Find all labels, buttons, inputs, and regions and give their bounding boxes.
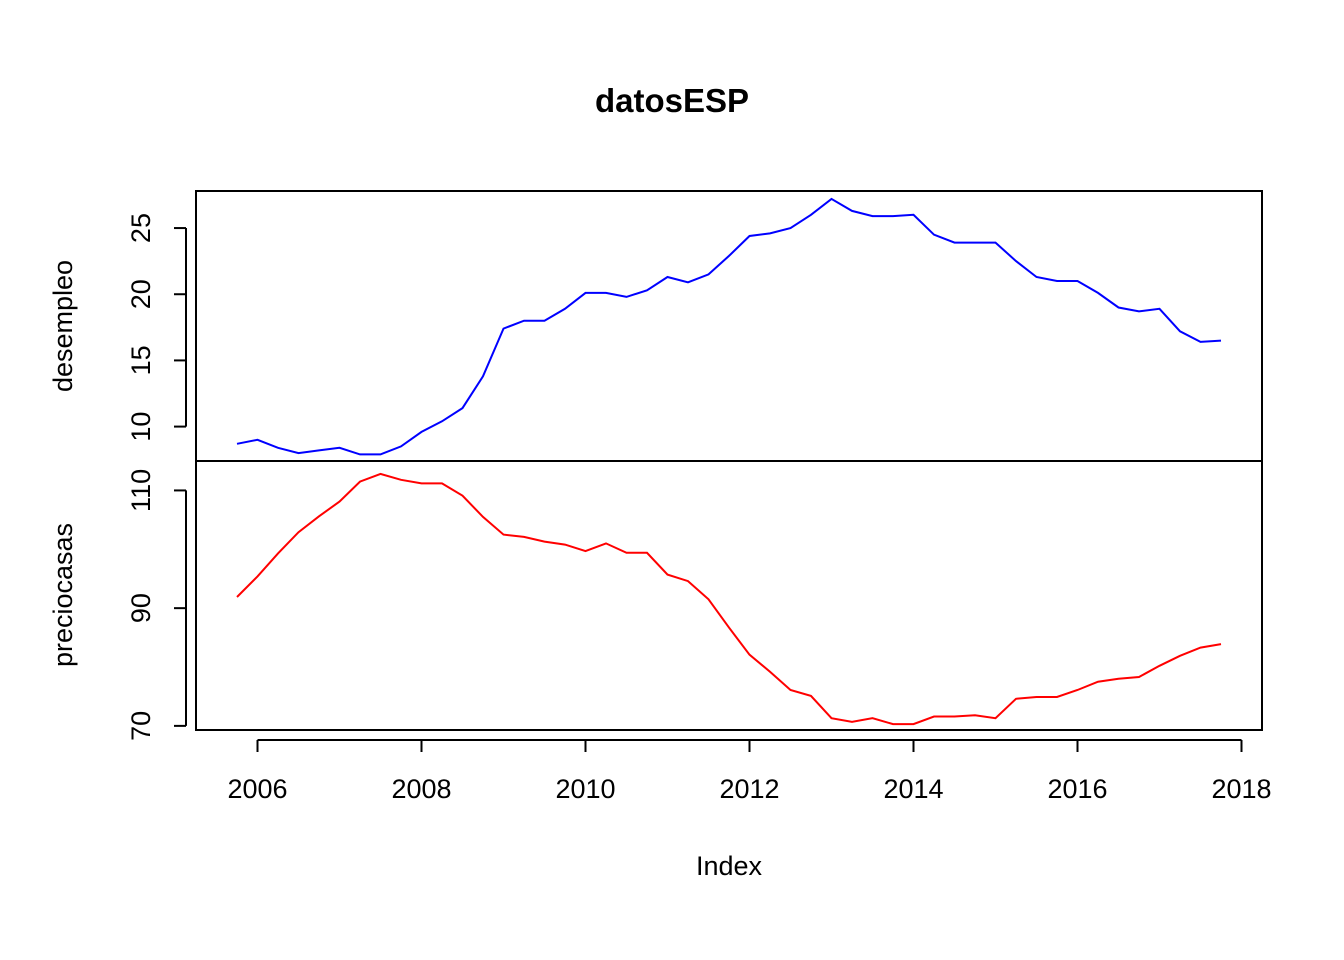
x-tick-label: 2012 xyxy=(719,774,779,804)
y-axis-label-preciocasas: preciocasas xyxy=(48,523,78,667)
panel-desempleo-frame xyxy=(195,190,1263,462)
panel-preciocasas-frame xyxy=(195,460,1263,731)
x-tick-label: 2006 xyxy=(227,774,287,804)
x-axis: 2006 2008 2010 2012 2014 2016 2018 xyxy=(227,739,1272,804)
y-tick-label: 20 xyxy=(126,279,156,309)
chart-title: datosESP xyxy=(595,82,749,119)
y-axis-label-desempleo: desempleo xyxy=(48,260,78,392)
y-axis-preciocasas: 70 90 110 xyxy=(126,469,187,741)
y-tick-label: 10 xyxy=(126,412,156,442)
y-tick-label: 90 xyxy=(126,593,156,623)
y-tick-label: 25 xyxy=(126,213,156,243)
series-line-desempleo xyxy=(236,197,1222,456)
y-tick-label: 70 xyxy=(126,711,156,741)
panel-preciocasas: 70 90 110 preciocasas xyxy=(48,460,1263,741)
x-tick-label: 2016 xyxy=(1047,774,1107,804)
y-tick-label: 15 xyxy=(126,345,156,375)
series-line-preciocasas xyxy=(236,472,1222,726)
x-tick-label: 2018 xyxy=(1211,774,1271,804)
x-tick-label: 2014 xyxy=(883,774,943,804)
y-axis-desempleo: 10 15 20 25 xyxy=(126,213,187,442)
x-tick-label: 2010 xyxy=(555,774,615,804)
x-axis-label: Index xyxy=(696,851,763,881)
y-tick-label: 110 xyxy=(126,469,156,512)
x-tick-label: 2008 xyxy=(391,774,451,804)
panel-desempleo: 10 15 20 25 desempleo xyxy=(48,190,1263,462)
